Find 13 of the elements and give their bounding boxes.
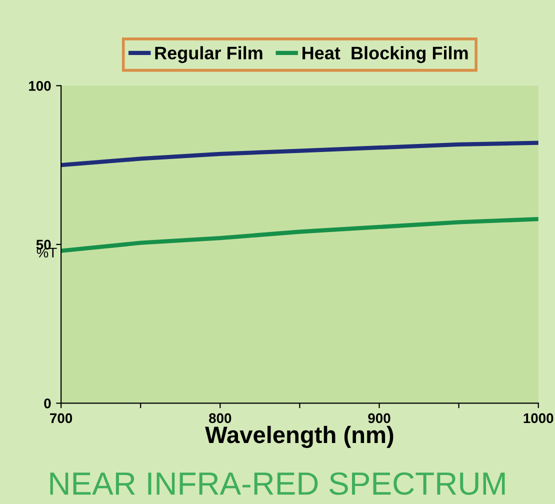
line-series	[61, 216, 538, 253]
x-tick-label: 900	[368, 413, 390, 424]
text: NEAR INFRA-RED SPECTRUM	[50, 472, 505, 495]
legend-label: Regular Film	[155, 46, 262, 64]
y-tick-label: 50	[36, 240, 51, 250]
x-tick-label: 700	[50, 413, 72, 424]
y-tick-label: 100	[29, 81, 51, 91]
x-tick-label: 800	[209, 413, 232, 424]
legend-label: Heat Blocking Film	[302, 46, 468, 64]
line-series	[61, 140, 538, 168]
x-tick-label: 1000	[524, 413, 554, 424]
y-tick-label: 0	[44, 398, 51, 408]
x-axis-title: Wavelength (nm)	[205, 426, 394, 448]
